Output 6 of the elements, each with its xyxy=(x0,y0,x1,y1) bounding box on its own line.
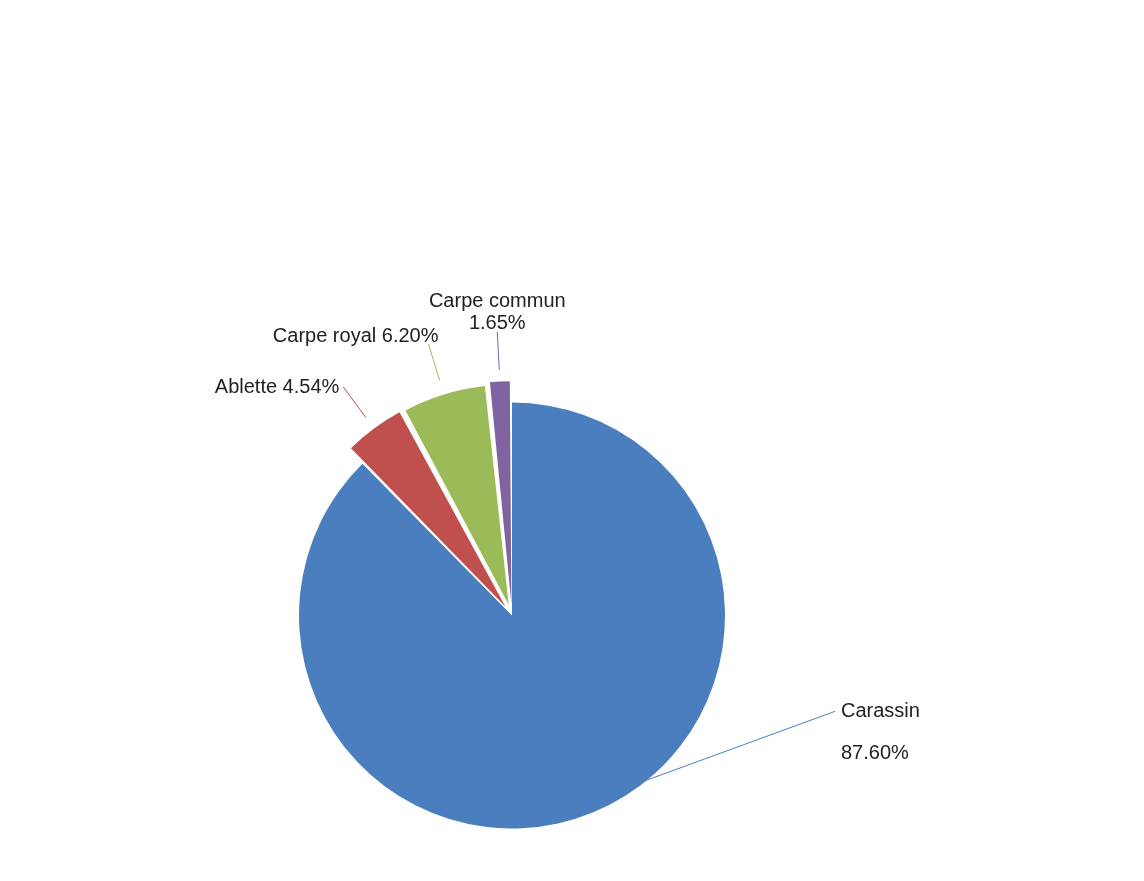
slice-label: Carpe commun xyxy=(428,289,566,312)
data-label: 87.60% xyxy=(841,740,910,763)
data-label: 1.65% xyxy=(468,311,526,334)
slice-label: Carpe royal 6.20% xyxy=(272,323,439,346)
slice-label: Ablette 4.54% xyxy=(214,374,340,397)
slice-label: Carassin xyxy=(841,698,920,721)
